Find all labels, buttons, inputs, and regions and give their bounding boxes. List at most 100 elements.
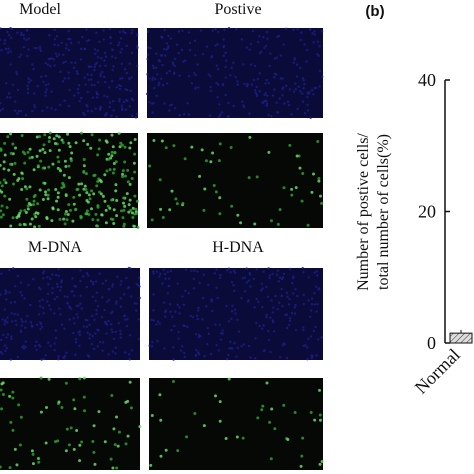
cell xyxy=(93,84,96,87)
cell xyxy=(68,145,72,149)
cell xyxy=(0,102,2,105)
cell xyxy=(28,156,32,160)
cell xyxy=(96,328,99,332)
cell xyxy=(5,346,9,350)
cell xyxy=(1,213,5,217)
cell xyxy=(216,67,220,71)
cell xyxy=(24,340,28,343)
cell xyxy=(62,173,66,177)
cell xyxy=(16,112,19,115)
cell xyxy=(255,297,258,301)
cell xyxy=(121,216,125,220)
y-axis-label: Number of postive cells/ xyxy=(355,133,372,291)
cell xyxy=(67,37,70,41)
cell xyxy=(258,34,261,38)
cell xyxy=(272,330,276,333)
cell xyxy=(110,154,114,158)
cell xyxy=(320,201,324,205)
cell xyxy=(194,54,197,57)
cell xyxy=(0,184,4,188)
cell xyxy=(67,48,71,52)
cell xyxy=(65,43,68,47)
cell xyxy=(65,351,68,354)
cell xyxy=(56,155,60,159)
cell xyxy=(278,208,282,212)
micrograph xyxy=(149,378,323,470)
cell xyxy=(281,276,285,279)
cell xyxy=(293,58,297,62)
cell xyxy=(134,207,138,211)
cell xyxy=(118,145,122,149)
cell xyxy=(222,45,225,49)
cell xyxy=(0,407,4,411)
cell xyxy=(51,206,55,210)
cell xyxy=(25,38,28,42)
cell xyxy=(157,59,161,62)
cell xyxy=(306,358,309,361)
cell xyxy=(99,72,102,76)
cell xyxy=(266,295,270,298)
cell xyxy=(310,354,313,357)
cell xyxy=(286,437,290,441)
cell xyxy=(131,29,134,32)
cell xyxy=(218,212,222,216)
cell xyxy=(152,66,156,70)
cell xyxy=(171,379,175,383)
cell xyxy=(91,295,94,298)
cell xyxy=(188,41,192,45)
cell xyxy=(75,428,79,432)
cell xyxy=(52,58,55,61)
cell xyxy=(93,48,97,51)
cell xyxy=(0,350,3,354)
cell xyxy=(119,297,122,300)
cell xyxy=(1,381,5,385)
cell xyxy=(127,353,131,356)
cell xyxy=(21,177,25,181)
cell xyxy=(89,65,93,68)
cell xyxy=(203,187,207,191)
cell xyxy=(96,304,100,308)
panel-label: M-DNA xyxy=(28,239,83,256)
cell xyxy=(111,145,115,149)
cell xyxy=(120,62,123,66)
cell xyxy=(93,68,96,72)
cell xyxy=(229,146,233,150)
cell xyxy=(230,281,234,284)
cell xyxy=(47,341,50,345)
cell xyxy=(307,92,310,96)
cell xyxy=(10,312,13,315)
cell xyxy=(74,337,78,341)
cell xyxy=(65,218,69,222)
cell xyxy=(203,354,206,358)
cell xyxy=(41,306,45,309)
cell xyxy=(26,87,30,90)
cell xyxy=(202,208,206,212)
cell xyxy=(169,37,173,40)
cell xyxy=(290,187,294,191)
cell xyxy=(20,134,24,138)
cell xyxy=(119,305,123,308)
cell xyxy=(224,65,227,69)
cell xyxy=(124,400,128,404)
cell xyxy=(19,281,23,284)
cell xyxy=(230,310,234,313)
panel-label: Postive xyxy=(214,1,261,18)
cell xyxy=(228,347,231,350)
cell xyxy=(230,317,233,321)
cell xyxy=(117,430,121,434)
cell xyxy=(57,135,61,139)
cell xyxy=(22,222,26,226)
cell xyxy=(29,303,32,307)
cell xyxy=(200,148,204,152)
cell xyxy=(242,343,246,346)
cell xyxy=(93,347,96,351)
cell xyxy=(76,187,80,191)
cell xyxy=(317,177,321,181)
cell xyxy=(23,297,26,300)
cell xyxy=(33,46,36,50)
cell xyxy=(291,281,294,285)
cell xyxy=(249,356,252,359)
cell xyxy=(98,272,101,275)
cell xyxy=(294,328,298,332)
cell xyxy=(62,217,66,221)
